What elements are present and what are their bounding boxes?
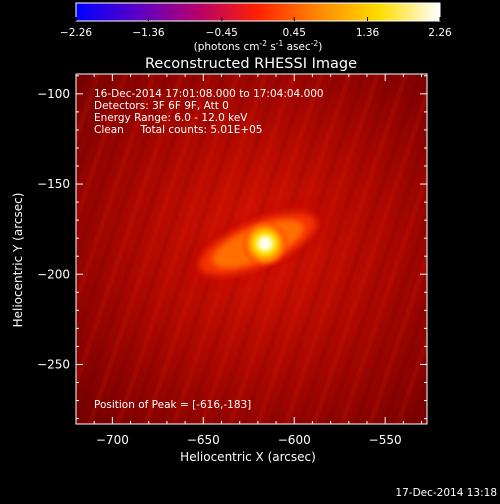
annotation-clean-counts: Clean Total counts: 5.01E+05: [94, 124, 263, 136]
x-axis-label: Heliocentric X (arcsec): [180, 450, 316, 464]
x-tick-label: −650: [187, 433, 220, 447]
annotations: 16-Dec-2014 17:01:08.000 to 17:04:04.000…: [94, 88, 324, 411]
x-axis: −700 −650 −600 −550: [93, 74, 423, 447]
x-tick-label: −550: [369, 433, 402, 447]
colorbar-tick-label: 2.26: [428, 27, 452, 39]
colorbar-tick-label: 1.36: [356, 27, 380, 39]
colorbar-tick-label: −1.36: [132, 27, 164, 39]
annotation-detectors: Detectors: 3F 6F 9F, Att 0: [94, 100, 229, 112]
plot-frame: [75, 73, 428, 425]
annotation-peak-position: Position of Peak = [-616,-183]: [94, 399, 251, 411]
image-area: [76, 74, 427, 424]
peak-core: [241, 219, 290, 268]
y-tick-label: −100: [37, 87, 70, 101]
colorbar-tick-label: 0.45: [283, 27, 306, 39]
colorbar-ticks: −2.26 −1.36 −0.45 0.45 1.36 2.26: [60, 17, 452, 39]
y-tick-label: −200: [37, 267, 70, 281]
annotation-time-range: 16-Dec-2014 17:01:08.000 to 17:04:04.000: [94, 88, 324, 100]
x-tick-label: −600: [278, 433, 311, 447]
y-axis: −100 −150 −200 −250: [37, 75, 427, 420]
annotation-energy-range: Energy Range: 6.0 - 12.0 keV: [94, 112, 248, 124]
y-axis-label: Heliocentric Y (arcsec): [11, 193, 25, 328]
colorbar-unit-label: (photons cm-2 s-1 asec-2): [194, 39, 323, 53]
y-tick-label: −250: [37, 357, 70, 371]
colorbar-tick-label: −0.45: [206, 27, 238, 39]
x-tick-label: −700: [96, 433, 129, 447]
chart-title: Reconstructed RHESSI Image: [145, 56, 357, 72]
footer-timestamp: 17-Dec-2014 13:18: [395, 487, 497, 499]
colorbar: [75, 2, 441, 22]
y-tick-label: −150: [37, 177, 70, 191]
colorbar-tick-label: −2.26: [60, 27, 92, 39]
